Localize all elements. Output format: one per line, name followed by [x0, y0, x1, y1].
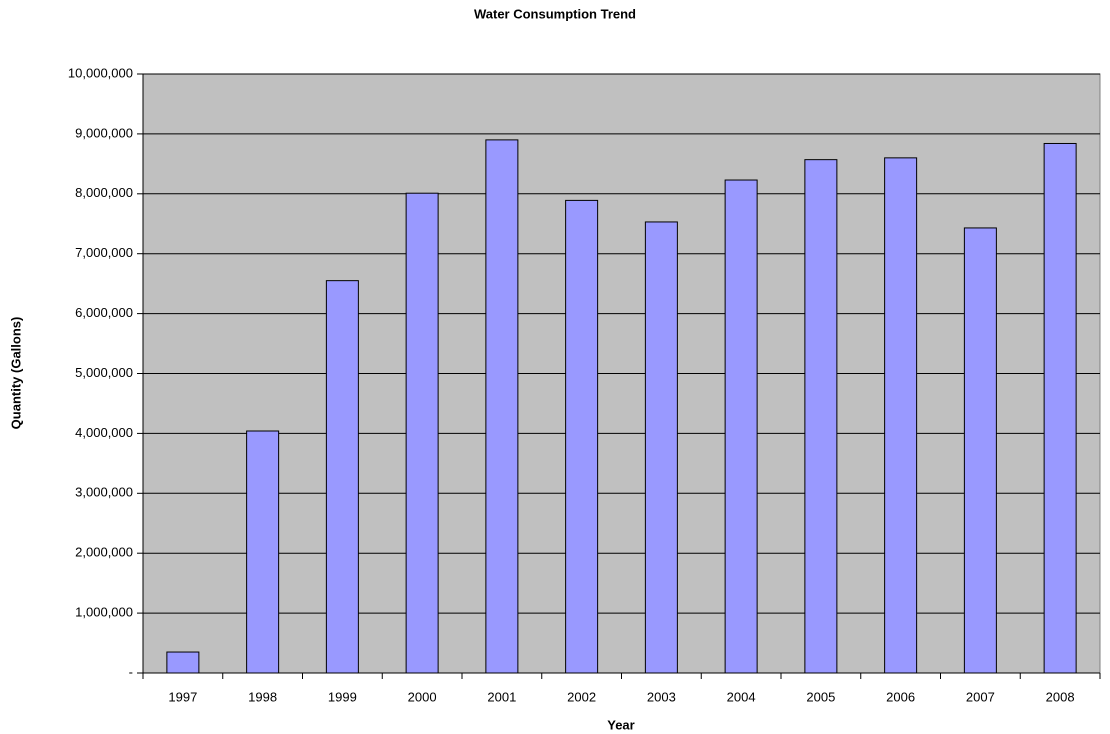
bar [1043, 142, 1077, 674]
x-tick-label: 2000 [408, 689, 437, 704]
x-tick-label: 2004 [727, 689, 756, 704]
bar [884, 157, 918, 674]
bar [724, 179, 758, 674]
bar [485, 139, 519, 674]
y-tick-label: 7,000,000 [75, 245, 133, 260]
bar [325, 280, 359, 674]
x-tick-label: 1999 [328, 689, 357, 704]
y-tick-label: 4,000,000 [75, 425, 133, 440]
bar [166, 651, 200, 674]
y-tick-label: 2,000,000 [75, 545, 133, 560]
x-tick-label: 1997 [168, 689, 197, 704]
x-tick-label: 1998 [248, 689, 277, 704]
x-tick-label: 2001 [487, 689, 516, 704]
y-axis-label: Quantity (Gallons) [8, 317, 23, 430]
bar [565, 199, 599, 674]
x-tick-label: 2007 [966, 689, 995, 704]
bar [963, 227, 997, 674]
y-tick-label: 3,000,000 [75, 485, 133, 500]
bar [246, 430, 280, 674]
bar [644, 221, 678, 674]
x-tick-label: 2005 [806, 689, 835, 704]
x-tick-label: 2008 [1046, 689, 1075, 704]
bar [804, 159, 838, 674]
y-tick-label: 9,000,000 [75, 125, 133, 140]
chart-title: Water Consumption Trend [474, 6, 636, 21]
bar [405, 192, 439, 674]
y-tick-label: 6,000,000 [75, 305, 133, 320]
x-tick-label: 2002 [567, 689, 596, 704]
y-tick-label: 8,000,000 [75, 185, 133, 200]
y-tick-label: 1,000,000 [75, 605, 133, 620]
x-tick-label: 2006 [886, 689, 915, 704]
y-tick-label: 10,000,000 [68, 65, 133, 80]
x-axis-label: Year [607, 717, 634, 732]
y-tick-label: - [129, 664, 133, 679]
x-tick-label: 2003 [647, 689, 676, 704]
y-tick-label: 5,000,000 [75, 365, 133, 380]
